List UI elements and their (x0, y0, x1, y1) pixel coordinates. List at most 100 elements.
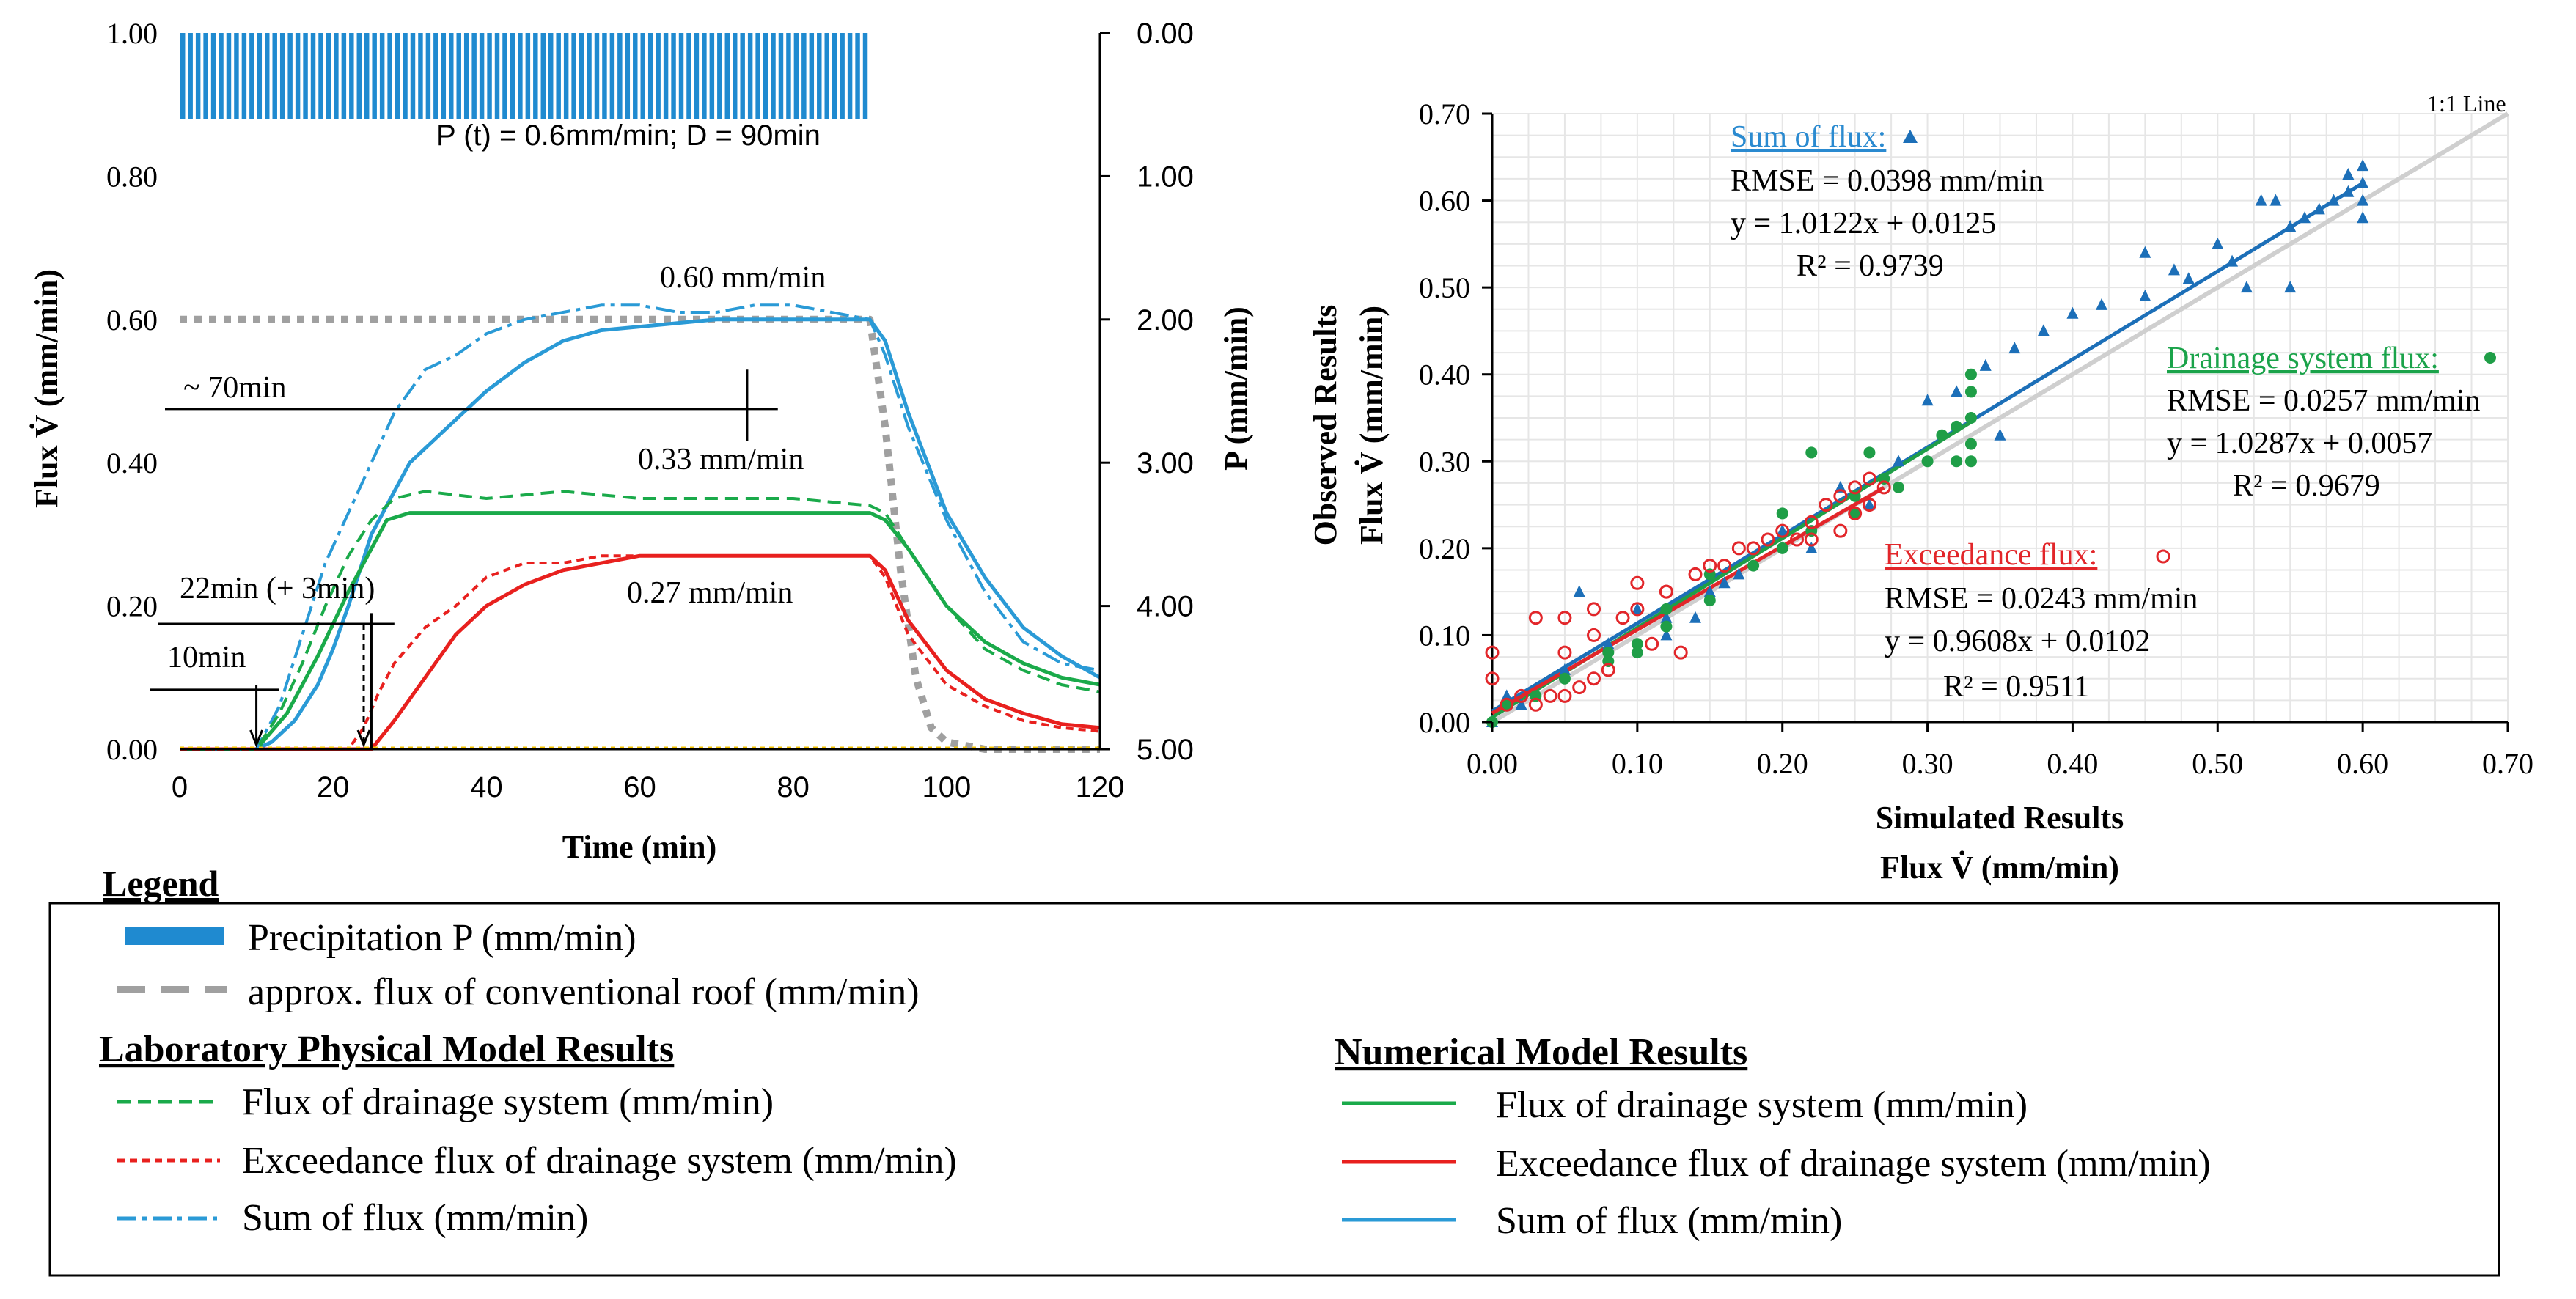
exc-point (1804, 532, 1819, 547)
sum-point (1703, 585, 1716, 597)
exc-point (1543, 688, 1557, 703)
precip-bar (840, 33, 845, 119)
precip-bar (479, 33, 485, 119)
exc-point (1717, 559, 1732, 573)
x-tick-label: 80 (777, 771, 810, 803)
x-tick-label: 0 (172, 771, 188, 803)
sum-point (1631, 602, 1643, 614)
precip-bar (540, 33, 546, 119)
exc-stats-marker (2156, 549, 2170, 564)
sum-point (1979, 358, 1992, 371)
precip-bar (617, 33, 623, 119)
exc-point (1587, 671, 1601, 686)
precip-bar (234, 33, 239, 119)
precip-bar (279, 33, 285, 119)
right-tick-label: 5.00 (1137, 734, 1194, 766)
exc-fit-line (1491, 486, 1885, 715)
precip-bar (295, 33, 301, 119)
drain-point (1660, 620, 1673, 633)
scatter-y-tick-label: 0.10 (1419, 619, 1470, 652)
precip-bar (418, 33, 423, 119)
precip-bar (686, 33, 691, 119)
oneone-label: 1:1 Line (2427, 90, 2506, 117)
sum-point (2357, 194, 2369, 206)
sum-point (1893, 455, 1904, 467)
precip-label: P (t) = 0.6mm/min; D = 90min (436, 119, 821, 152)
legend-lab-head: Laboratory Physical Model Results (99, 1028, 674, 1070)
scatter-y-title: Observed Results (1307, 305, 1343, 546)
precip-bar (188, 33, 193, 119)
drain-point (1805, 446, 1818, 459)
legend-num-sum: Sum of flux (mm/min) (1496, 1200, 1842, 1242)
sum-point (1660, 628, 1673, 641)
exc-point (1615, 611, 1630, 625)
sum-point (2226, 254, 2239, 267)
exc-point (1485, 671, 1500, 686)
legend-num-exc: Exceedance flux of drainage system (mm/m… (1496, 1143, 2211, 1185)
drain-point (1558, 672, 1571, 685)
x-tick-label: 20 (317, 771, 350, 803)
y-tick-label: 0.80 (106, 160, 158, 193)
y-axis-title: Flux V̇ (mm/min) (29, 269, 65, 508)
precip-bar (740, 33, 745, 119)
exc-point (1673, 645, 1688, 660)
sum-point (1921, 394, 1934, 406)
precip-bar (747, 33, 753, 119)
exc-point (1746, 541, 1761, 556)
drain-point (1951, 420, 1963, 433)
legend-title: Legend (103, 863, 219, 904)
exc-point (1645, 636, 1659, 651)
precip-bar (671, 33, 676, 119)
precip-bar (456, 33, 461, 119)
sum-point (2357, 176, 2369, 188)
legend-precip: Precipitation P (mm/min) (248, 917, 636, 959)
scatter-x-tick-label: 0.60 (2337, 747, 2388, 780)
precip-bar (709, 33, 715, 119)
timeseries-chart: 0 20 40 60 80 100 120 0.00 0.20 0.40 0.60 0.80 1.00… (29, 17, 1254, 865)
scatter-y-tick-label: 0.40 (1419, 358, 1470, 391)
right-tick-label: 0.00 (1137, 18, 1194, 50)
precip-bar (195, 33, 201, 119)
exc-point (1775, 523, 1790, 538)
precip-bar (571, 33, 576, 119)
precip-bar (449, 33, 454, 119)
precip-bar (793, 33, 799, 119)
precip-bar (862, 33, 868, 119)
sum-point (2327, 194, 2340, 206)
sum-point (2284, 220, 2297, 232)
legend-lab-sum: Sum of flux (mm/min) (242, 1197, 588, 1239)
precip-bar (656, 33, 661, 119)
precip-bar (518, 33, 523, 119)
exc-point (1703, 559, 1717, 573)
right-tick-label: 2.00 (1137, 304, 1194, 336)
precip-bar (287, 33, 293, 119)
sum-stats-r2: R² = 0.9739 (1797, 249, 1944, 283)
scatter-y-tick-label: 0.30 (1419, 445, 1470, 478)
plateau-drain-label: 0.33 mm/min (638, 443, 804, 476)
delay-22-label: 22min (+ 3min) (180, 572, 375, 606)
precip-bar (387, 33, 392, 119)
precip-bar (471, 33, 477, 119)
exc-point (1572, 680, 1587, 695)
precip-bar (226, 33, 232, 119)
precip-bar (717, 33, 722, 119)
exc-stats-eq: y = 0.9608x + 0.0102 (1885, 625, 2150, 658)
precip-bar (587, 33, 592, 119)
precip-bar (502, 33, 507, 119)
exc-point (1630, 575, 1645, 590)
sum-point (1660, 611, 1673, 623)
x-tick-label: 40 (470, 771, 503, 803)
precip-bar (602, 33, 607, 119)
exc-point (1848, 480, 1863, 495)
precip-bar (594, 33, 600, 119)
drain-point (1747, 559, 1760, 572)
series-line-dashdot-blue (180, 303, 1101, 751)
precip-bar (364, 33, 370, 119)
precip-bar (678, 33, 684, 119)
precip-bar (663, 33, 669, 119)
drain-stats-title: Drainage system flux: (2167, 342, 2439, 375)
delay-markers (150, 369, 778, 749)
drain-point (1964, 455, 1977, 468)
exc-point (1557, 611, 1572, 625)
scatter-x-tick-label: 0.10 (1612, 747, 1663, 780)
